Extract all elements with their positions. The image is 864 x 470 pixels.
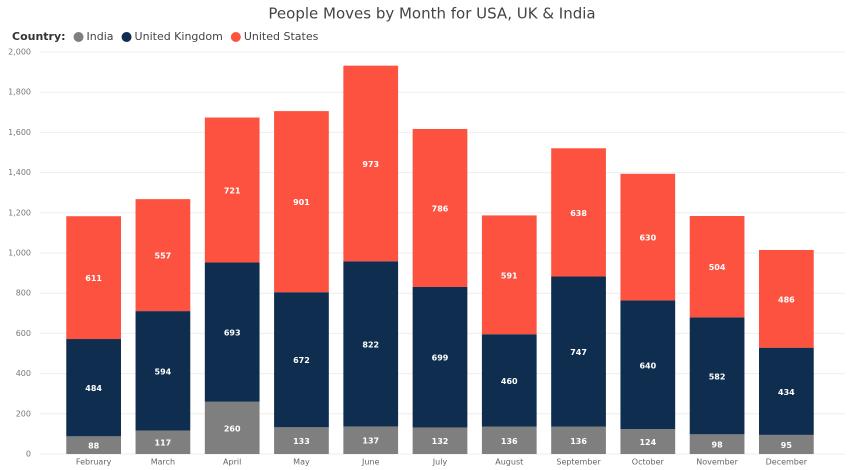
legend-label: United States	[244, 30, 319, 43]
data-label: 699	[432, 354, 449, 363]
bar-segment	[759, 347, 814, 435]
bar-segment	[135, 430, 191, 454]
bar-segment	[66, 339, 121, 437]
x-tick-label: March	[151, 458, 175, 467]
data-label: 591	[501, 271, 518, 280]
data-label: 594	[155, 367, 172, 376]
data-label: 693	[224, 329, 241, 338]
x-tick-label: September	[556, 458, 601, 467]
data-label: 260	[224, 424, 241, 433]
bar-segment	[66, 436, 121, 454]
y-tick-label: 1,400	[8, 168, 31, 177]
bar-segment	[759, 249, 814, 348]
data-label: 822	[362, 340, 379, 349]
data-label: 901	[293, 198, 310, 207]
y-tick-label: 800	[16, 289, 31, 298]
data-label: 611	[85, 274, 102, 283]
data-label: 640	[639, 361, 656, 370]
data-label: 484	[85, 384, 102, 393]
data-label: 672	[293, 356, 310, 365]
bar-segment	[689, 317, 745, 435]
bar-segment	[343, 261, 399, 427]
data-label: 124	[639, 438, 656, 447]
bar-segment	[343, 426, 399, 454]
bar-segment	[620, 173, 676, 301]
legend-label: United Kingdom	[135, 30, 223, 43]
bar-segment	[412, 427, 468, 454]
data-label: 460	[501, 377, 518, 386]
bar-segment	[689, 216, 745, 318]
data-label: 117	[155, 439, 172, 448]
data-label: 486	[778, 295, 795, 304]
y-tick-label: 1,800	[8, 88, 31, 97]
x-tick-label: May	[293, 458, 310, 467]
data-label: 132	[432, 437, 449, 446]
y-tick-label: 1,600	[8, 128, 31, 137]
legend-title: Country:	[12, 30, 66, 43]
data-label: 504	[709, 263, 726, 272]
data-label: 557	[155, 252, 172, 261]
x-tick-label: February	[76, 458, 112, 467]
data-label: 582	[709, 372, 726, 381]
y-tick-label: 1,200	[8, 208, 31, 217]
bar-segment	[204, 262, 260, 402]
legend-marker	[73, 32, 84, 42]
bar-segment	[412, 286, 468, 428]
bar-segment	[620, 429, 676, 454]
data-label: 136	[570, 437, 587, 446]
bar-segment	[66, 216, 121, 340]
data-label: 630	[639, 234, 656, 243]
y-tick-label: 0	[26, 450, 31, 459]
bar-segment	[551, 148, 606, 277]
bar-segment	[620, 300, 676, 430]
data-label: 747	[570, 348, 587, 357]
bar-segment	[551, 426, 606, 454]
bar-segment	[135, 199, 191, 312]
x-tick-label: June	[361, 458, 380, 467]
data-label: 136	[501, 437, 518, 446]
y-tick-label: 200	[16, 409, 31, 418]
y-tick-label: 2,000	[8, 48, 31, 57]
y-tick-label: 600	[16, 329, 31, 338]
data-label: 434	[778, 388, 795, 397]
data-label: 721	[224, 186, 241, 195]
bar-segment	[204, 401, 260, 454]
chart-title: People Moves by Month for USA, UK & Indi…	[268, 5, 595, 23]
x-tick-label: April	[223, 458, 241, 467]
legend-marker	[121, 32, 132, 42]
data-label: 133	[293, 437, 310, 446]
bar-segment	[204, 117, 260, 263]
x-tick-label: November	[696, 458, 738, 467]
bar-segment	[274, 292, 329, 428]
data-label: 638	[570, 209, 587, 218]
bar-segment	[689, 434, 745, 454]
bar-segment	[481, 334, 537, 427]
y-tick-label: 1,000	[8, 249, 31, 258]
data-label: 98	[712, 441, 724, 450]
x-tick-label: August	[495, 458, 523, 467]
bar-segment	[274, 111, 329, 293]
data-label: 973	[362, 160, 379, 169]
legend-marker	[230, 32, 241, 42]
bar-segment	[481, 426, 537, 454]
legend-label: India	[87, 30, 114, 43]
data-label: 786	[432, 204, 449, 213]
data-label: 88	[88, 442, 100, 451]
x-tick-label: December	[766, 458, 808, 467]
data-label: 95	[781, 441, 793, 450]
bar-segment	[412, 128, 468, 287]
data-label: 137	[362, 437, 379, 446]
bar-segment	[274, 427, 329, 454]
y-tick-label: 400	[16, 369, 31, 378]
bar-segment	[551, 276, 606, 427]
bar-segment	[343, 65, 399, 262]
bar-segment	[759, 434, 814, 454]
bar-segment	[481, 215, 537, 335]
bar-segment	[135, 311, 191, 431]
x-tick-label: October	[632, 458, 665, 467]
x-tick-label: July	[432, 458, 448, 467]
